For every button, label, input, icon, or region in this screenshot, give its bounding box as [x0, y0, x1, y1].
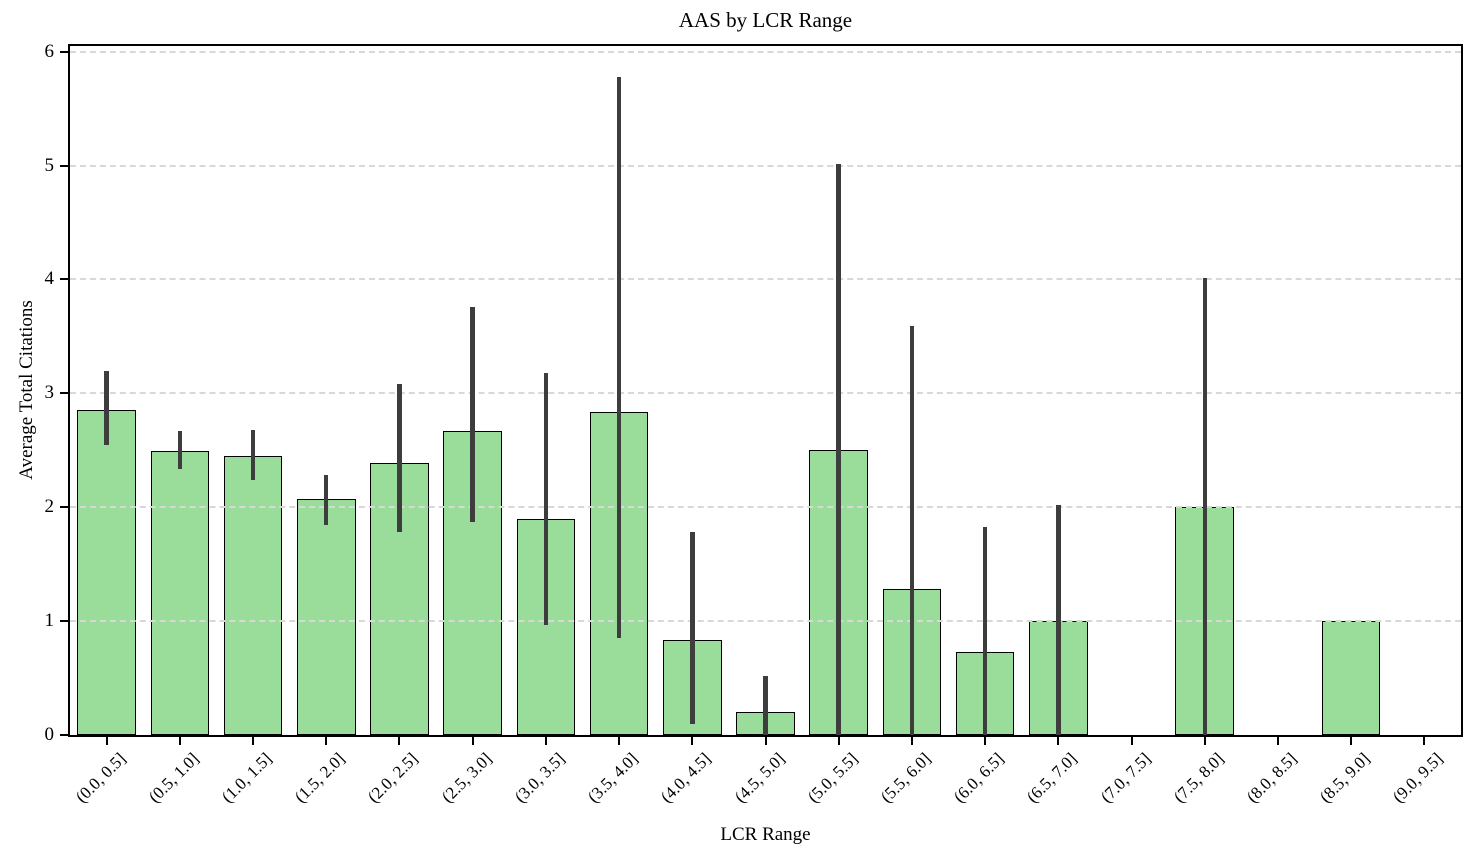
x-axis-tick: [1203, 737, 1206, 745]
error-bar: [177, 430, 183, 469]
x-axis-tick: [618, 737, 621, 745]
x-tick-label: (7.5, 8.0]: [1169, 749, 1228, 807]
error-bar: [104, 370, 109, 445]
error-bar: [397, 384, 402, 533]
x-axis-tick: [1423, 737, 1426, 745]
y-axis-tick: [60, 506, 68, 509]
x-tick-label: (3.5, 4.0]: [584, 749, 642, 807]
bar: [1321, 621, 1381, 735]
x-tick-label: (6.5, 7.0]: [1023, 749, 1081, 807]
gridline: [70, 392, 1461, 395]
y-tick-label: 0: [44, 724, 55, 745]
gridline: [70, 278, 1461, 281]
x-tick-label: (0.5, 1.0]: [144, 749, 203, 807]
error-bar: [616, 76, 622, 639]
x-tick-label: (2.0, 2.5]: [364, 749, 422, 807]
x-axis-tick: [1276, 737, 1279, 745]
x-axis-label: LCR Range: [720, 824, 811, 845]
x-tick-label: (2.5, 3.0]: [437, 749, 496, 807]
x-tick-label: (6.0, 6.5]: [950, 749, 1008, 807]
x-tick-label: (0.0, 0.5]: [71, 749, 130, 807]
bar: [296, 499, 356, 735]
x-tick-label: (7.0, 7.5]: [1096, 749, 1154, 807]
bar: [223, 455, 283, 735]
x-axis-tick: [1057, 737, 1060, 745]
y-tick-label: 2: [44, 496, 55, 518]
error-bar: [909, 326, 915, 735]
y-tick-label: 6: [44, 40, 55, 62]
x-axis-tick: [471, 737, 474, 745]
gridline: [70, 620, 1461, 623]
plot-area: [68, 44, 1463, 737]
x-tick-label: (1.5, 2.0]: [291, 749, 349, 807]
x-axis-tick: [1130, 737, 1133, 745]
x-axis-tick: [764, 737, 767, 745]
y-axis-tick: [60, 50, 68, 53]
x-axis-tick: [544, 737, 547, 745]
x-tick-label: (5.5, 6.0]: [876, 749, 935, 807]
error-bar: [690, 532, 695, 724]
y-tick-label: 3: [44, 382, 55, 404]
x-axis-tick: [178, 737, 181, 745]
error-bar: [1056, 504, 1061, 735]
x-axis-tick: [325, 737, 328, 745]
y-axis-tick: [60, 278, 68, 281]
y-axis-tick: [60, 620, 68, 623]
error-bar: [543, 372, 549, 625]
x-axis-tick: [252, 737, 255, 745]
error-bar: [1202, 278, 1207, 735]
x-tick-label: (8.0, 8.5]: [1242, 749, 1301, 807]
x-tick-label: (8.5, 9.0]: [1316, 749, 1374, 807]
x-axis-tick: [105, 737, 108, 745]
x-axis-tick: [1350, 737, 1353, 745]
x-tick-label: (4.0, 4.5]: [657, 749, 715, 807]
y-axis-tick: [60, 734, 68, 736]
chart-title: AAS by LCR Range: [678, 8, 853, 32]
bar: [77, 410, 136, 735]
y-tick-label: 4: [44, 268, 55, 290]
x-tick-label: (1.0, 1.5]: [217, 749, 276, 807]
plot-inner: [70, 46, 1461, 735]
x-axis-tick: [837, 737, 840, 745]
x-tick-label: (9.0, 9.5]: [1389, 749, 1447, 807]
y-axis-tick: [60, 164, 68, 167]
x-tick-label: (3.0, 3.5]: [510, 749, 569, 807]
y-axis-tick: [60, 392, 68, 395]
gridline: [70, 164, 1461, 167]
error-bar: [323, 475, 329, 526]
error-bar: [836, 164, 841, 735]
bar: [150, 451, 210, 735]
x-axis-tick: [984, 737, 987, 745]
x-axis-tick: [691, 737, 694, 745]
x-tick-label: (5.0, 5.5]: [803, 749, 862, 807]
x-axis-tick: [398, 737, 401, 745]
error-bar: [763, 675, 768, 735]
y-tick-label: 1: [44, 610, 55, 632]
gridline: [70, 50, 1461, 53]
error-bar: [470, 306, 475, 523]
error-bar: [250, 429, 256, 480]
x-axis-tick: [910, 737, 913, 745]
gridline: [70, 506, 1461, 509]
error-bar: [982, 526, 988, 735]
x-tick-label: (4.5, 5.0]: [730, 749, 788, 807]
y-tick-label: 5: [44, 154, 55, 176]
